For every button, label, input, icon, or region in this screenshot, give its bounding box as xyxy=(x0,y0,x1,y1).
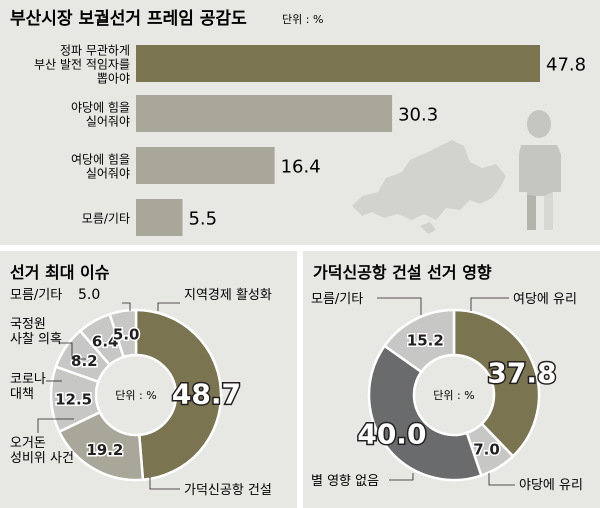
donut-category-label: 모름/기타 xyxy=(311,292,363,307)
bar-value-label: 30.3 xyxy=(398,105,438,126)
donut-category-label: 국정원 xyxy=(10,317,46,332)
leader-line xyxy=(377,297,422,315)
airport-donut-title: 가덕신공항 건설 선거 영향 xyxy=(313,263,492,282)
donut-category-label: 가덕신공항 건설 xyxy=(184,483,272,498)
donut-value-label-outer: 5.0 xyxy=(78,287,100,303)
airport-donut-chart: 가덕신공항 건설 선거 영향 37.8 7.0 40.0 15.2 여당에 유리야당에 … xyxy=(311,263,583,493)
bar-category-label: 실어줘야 xyxy=(86,167,130,181)
bar-value-label: 16.4 xyxy=(281,157,321,178)
leader-line xyxy=(157,302,180,311)
bar-chart-panel: 부산시장 보궐선거 프레임 공감도 단위 : % 47.8 정파 무관하게 부산 발… xyxy=(0,0,600,245)
donut-category-label: 사찰 의혹 xyxy=(10,332,62,347)
bar-chart-title: 부산시장 보궐선거 프레임 공감도 xyxy=(10,8,247,29)
donut-category-label: 오거돈 xyxy=(10,436,46,451)
leader-line xyxy=(488,473,515,486)
bar-chart-unit: 단위 : % xyxy=(282,13,323,26)
donut-slice xyxy=(367,344,483,482)
leader-line xyxy=(389,473,414,481)
donut-value-label: 5.0 xyxy=(113,325,140,343)
bar-category-label: 뽑아야 xyxy=(97,72,130,86)
island-silhouette xyxy=(420,222,436,234)
issue-donut-title: 선거 최대 이슈 xyxy=(10,263,110,282)
donut-value-label: 15.2 xyxy=(407,331,444,349)
donut-value-label: 7.0 xyxy=(473,440,500,458)
issue-donut-panel: 선거 최대 이슈 48.7 19.2 12.5 8.2 6.4 5.0 지역경제 활성화 가덕… xyxy=(0,251,297,508)
bar-value-label: 5.5 xyxy=(188,209,217,230)
donut-value-label: 19.2 xyxy=(86,441,123,459)
leader-line xyxy=(149,477,180,490)
donut-slice xyxy=(452,308,541,458)
donut-slice xyxy=(382,308,456,374)
leader-line xyxy=(122,302,131,311)
issue-donut-unit: 단위 : % xyxy=(115,389,156,402)
bar xyxy=(136,95,393,132)
donut-value-label: 6.4 xyxy=(92,333,119,351)
donut-category-label: 여당에 유리 xyxy=(513,292,577,307)
bar xyxy=(136,147,275,184)
donut-value-label: 8.2 xyxy=(71,352,98,370)
busan-map-silhouette xyxy=(352,140,506,220)
person-icon xyxy=(519,110,561,230)
bar-category-label: 실어줘야 xyxy=(86,115,130,129)
bar-category-label: 야당에 힘을 xyxy=(71,101,130,115)
bar-category-label: 여당에 힘을 xyxy=(71,153,130,167)
donut-category-label: 코로나 xyxy=(10,372,46,387)
donut-category-label: 지역경제 활성화 xyxy=(184,288,272,303)
donut-category-label: 성비위 사건 xyxy=(10,451,74,466)
donut-slice xyxy=(108,308,138,359)
donut-category-label: 모름/기타 xyxy=(10,288,62,303)
donut-category-label: 별 영향 없음 xyxy=(311,474,379,489)
leader-line xyxy=(470,297,509,311)
bar xyxy=(136,199,183,236)
donut-value-label: 12.5 xyxy=(55,390,92,408)
leader-line xyxy=(60,342,86,360)
donut-category-label: 대책 xyxy=(10,387,34,402)
donut-category-label: 야당에 유리 xyxy=(519,478,583,493)
bar-category-label: 모름/기타 xyxy=(82,212,130,226)
donut-value-label: 37.8 xyxy=(487,357,556,390)
bar-category-label: 정파 무관하게 xyxy=(60,44,130,58)
bar-value-label: 47.8 xyxy=(546,55,586,76)
donut-slice xyxy=(134,308,223,482)
bar-category-label: 부산 발전 적임자를 xyxy=(34,58,130,72)
donut-value-label: 40.0 xyxy=(357,417,426,450)
airport-donut-unit: 단위 : % xyxy=(433,389,474,402)
leader-line xyxy=(37,418,74,433)
bar xyxy=(136,45,540,82)
donut-value-label: 48.7 xyxy=(172,377,241,410)
